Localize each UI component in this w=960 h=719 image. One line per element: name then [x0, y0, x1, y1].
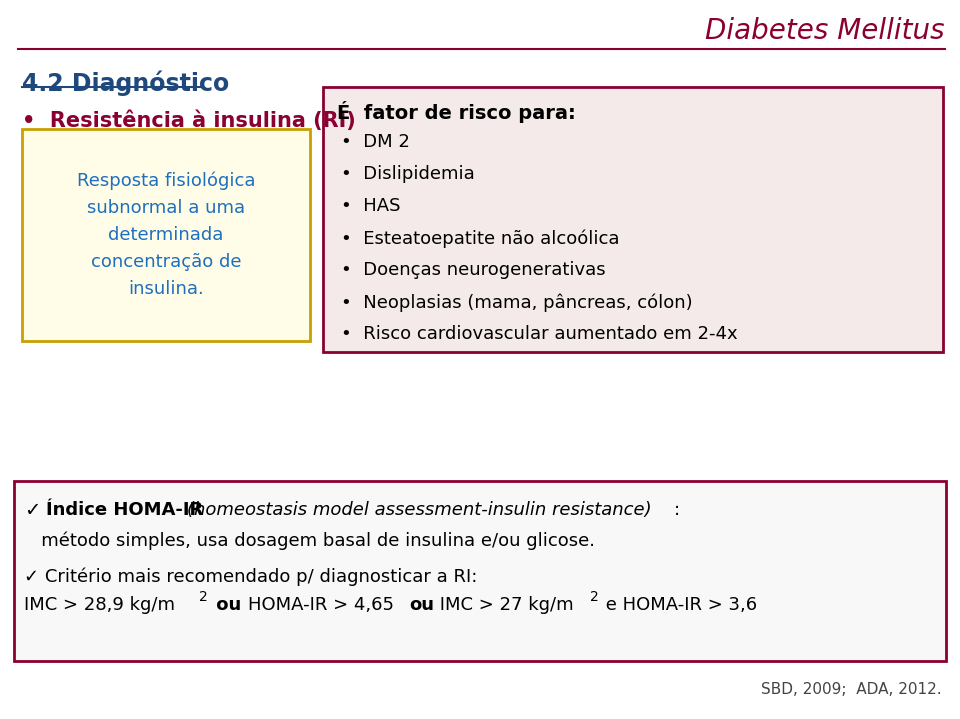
Text: •  DM 2: • DM 2 — [341, 133, 410, 151]
Text: •  Neoplasias (mama, pâncreas, cólon): • Neoplasias (mama, pâncreas, cólon) — [341, 293, 692, 311]
Text: ✓: ✓ — [24, 501, 40, 520]
Text: •  Dislipidemia: • Dislipidemia — [341, 165, 475, 183]
Text: 4.2 Diagnóstico: 4.2 Diagnóstico — [22, 71, 229, 96]
Text: 2: 2 — [590, 590, 599, 604]
Text: ou: ou — [210, 596, 248, 614]
Text: É  fator de risco para:: É fator de risco para: — [337, 101, 576, 123]
Text: IMC > 27 kg/m: IMC > 27 kg/m — [434, 596, 574, 614]
Text: •  Resistência à insulina (RI): • Resistência à insulina (RI) — [22, 111, 356, 132]
Text: ou: ou — [409, 596, 434, 614]
Text: •  Esteatoepatite não alcoólica: • Esteatoepatite não alcoólica — [341, 229, 619, 247]
Text: IMC > 28,9 kg/m: IMC > 28,9 kg/m — [24, 596, 175, 614]
Text: •  HAS: • HAS — [341, 197, 400, 215]
Text: •  Doenças neurogenerativas: • Doenças neurogenerativas — [341, 261, 606, 279]
Text: Resposta fisiológica
subnormal a uma
determinada
concentração de
insulina.: Resposta fisiológica subnormal a uma det… — [77, 172, 255, 298]
Text: SBD, 2009;  ADA, 2012.: SBD, 2009; ADA, 2012. — [761, 682, 942, 697]
FancyBboxPatch shape — [323, 87, 943, 352]
Text: 2: 2 — [199, 590, 207, 604]
Text: método simples, usa dosagem basal de insulina e/ou glicose.: método simples, usa dosagem basal de ins… — [24, 531, 595, 549]
Text: ✓ Critério mais recomendado p/ diagnosticar a RI:: ✓ Critério mais recomendado p/ diagnosti… — [24, 567, 477, 585]
Text: •  Risco cardiovascular aumentado em 2-4x: • Risco cardiovascular aumentado em 2-4x — [341, 325, 737, 343]
Text: (homeostasis model assessment-insulin resistance): (homeostasis model assessment-insulin re… — [187, 501, 652, 519]
Text: Índice HOMA-IR: Índice HOMA-IR — [46, 501, 209, 519]
FancyBboxPatch shape — [22, 129, 310, 341]
Text: :: : — [674, 501, 680, 519]
Text: HOMA-IR > 4,65: HOMA-IR > 4,65 — [248, 596, 399, 614]
FancyBboxPatch shape — [14, 481, 946, 661]
Text: Diabetes Mellitus: Diabetes Mellitus — [706, 17, 945, 45]
Text: e HOMA-IR > 3,6: e HOMA-IR > 3,6 — [600, 596, 757, 614]
